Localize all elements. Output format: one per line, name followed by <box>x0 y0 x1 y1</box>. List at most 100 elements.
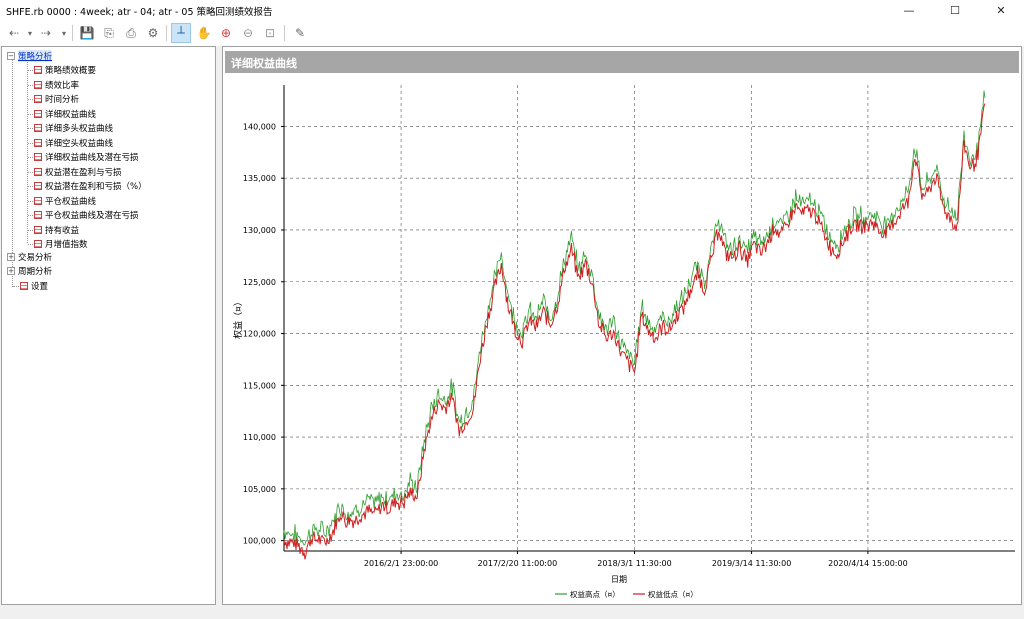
zoom-fit-icon[interactable]: ⊡ <box>264 26 276 40</box>
report-node-icon <box>34 80 42 89</box>
tree-child-item[interactable]: 时间分析 <box>34 92 79 106</box>
report-node-icon <box>34 153 42 161</box>
y-tick-label: 120,000 <box>243 330 276 339</box>
toolbar-separator <box>72 25 73 41</box>
tree-child-label[interactable]: 详细权益曲线及潜在亏损 <box>45 153 139 163</box>
zoom-out-icon[interactable]: ⊖ <box>242 26 254 40</box>
pan-hand-icon[interactable]: ✋ <box>196 26 212 40</box>
tree-child-item[interactable]: 详细权益曲线 <box>34 107 96 121</box>
save-icon[interactable]: 💾 <box>79 26 95 40</box>
tree-node-label[interactable]: 策略分析 <box>18 50 53 62</box>
crosshair-icon[interactable]: ┴ <box>171 23 191 43</box>
expand-icon[interactable]: + <box>7 267 15 275</box>
tree-node-period-analysis[interactable]: + 周期分析 <box>7 264 52 278</box>
export-icon[interactable]: ⎘ <box>104 25 114 40</box>
report-node-icon <box>34 66 42 74</box>
back-dropdown-icon[interactable]: ▾ <box>27 28 32 38</box>
print-icon[interactable]: ⎙ <box>126 25 136 40</box>
y-tick-label: 115,000 <box>243 381 276 390</box>
equity-low-line <box>283 103 986 560</box>
tree-child-label[interactable]: 平仓权益曲线及潜在亏损 <box>45 211 139 221</box>
report-node-icon <box>34 138 42 147</box>
tree-child-item[interactable]: 绩效比率 <box>34 78 79 92</box>
tree-child-label[interactable]: 时间分析 <box>45 95 80 105</box>
tree-child-label[interactable]: 月增值指数 <box>45 240 88 250</box>
tree-child-item[interactable]: 详细空头权益曲线 <box>34 136 113 150</box>
expand-icon[interactable]: + <box>7 253 15 261</box>
tree-guide-line <box>28 128 33 129</box>
report-node-icon <box>34 182 42 190</box>
x-tick-label: 2020/4/14 15:00:00 <box>828 559 908 568</box>
tree-guide-line <box>28 200 33 202</box>
report-node-icon <box>34 225 42 234</box>
tree-guide-line <box>12 60 13 287</box>
tree-child-label[interactable]: 策略绩效概要 <box>45 66 97 76</box>
tree-child-item[interactable]: 策略绩效概要 <box>34 63 96 77</box>
forward-arrow-icon[interactable]: ⇢ <box>40 26 52 40</box>
forward-dropdown-icon[interactable]: ▾ <box>61 28 66 38</box>
close-button[interactable]: ✕ <box>996 3 1006 17</box>
tree-child-label[interactable]: 持有收益 <box>45 225 80 236</box>
tree-guide-line <box>28 99 33 100</box>
y-tick-label: 100,000 <box>243 537 276 546</box>
tree-child-item[interactable]: 平仓权益曲线 <box>34 194 96 208</box>
tree-child-item[interactable]: 平仓权益曲线及潜在亏损 <box>34 208 139 222</box>
tree-child-label[interactable]: 绩效比率 <box>45 80 80 91</box>
legend-high-label: 权益高点（¤） <box>570 589 620 599</box>
tree-guide-line <box>28 113 33 115</box>
y-tick-label: 130,000 <box>243 226 276 235</box>
tree-node-label[interactable]: 交易分析 <box>18 253 53 263</box>
tree-node-label[interactable]: 设置 <box>31 282 49 292</box>
tree-guide-line <box>28 229 33 231</box>
tree-child-item[interactable]: 详细多头权益曲线 <box>34 121 113 135</box>
tree-child-label[interactable]: 权益潜在盈利与亏损 <box>45 167 122 178</box>
y-tick-label: 125,000 <box>243 278 276 287</box>
tree-child-label[interactable]: 详细权益曲线 <box>45 109 97 120</box>
tree-child-item[interactable]: 权益潜在盈利和亏损（%） <box>34 179 147 193</box>
tree-child-item[interactable]: 月增值指数 <box>34 237 88 251</box>
tree-node-trade-analysis[interactable]: + 交易分析 <box>7 250 52 264</box>
tree-child-label[interactable]: 平仓权益曲线 <box>45 196 97 207</box>
collapse-icon[interactable]: − <box>7 52 15 60</box>
tree-guide-line <box>28 142 33 144</box>
tree-guide-line <box>13 286 19 287</box>
pen-icon[interactable]: ✎ <box>294 26 306 40</box>
legend-low-label: 权益低点（¤） <box>648 589 698 599</box>
tree-node-strategy-analysis[interactable]: − 策略分析 <box>7 49 53 63</box>
y-tick-label: 110,000 <box>243 433 276 442</box>
gear-icon[interactable]: ⚙ <box>147 26 159 40</box>
panel-title: 详细权益曲线 <box>231 57 297 70</box>
tree-child-label[interactable]: 权益潜在盈利和亏损（%） <box>45 182 147 192</box>
minimize-button[interactable]: — <box>903 3 915 17</box>
tree-child-item[interactable]: 权益潜在盈利与亏损 <box>34 165 122 179</box>
tree-child-label[interactable]: 详细空头权益曲线 <box>45 138 114 149</box>
tree-child-item[interactable]: 详细权益曲线及潜在亏损 <box>34 150 139 164</box>
tree-guide-line <box>28 84 33 86</box>
tree-node-label[interactable]: 周期分析 <box>18 267 53 277</box>
toolbar: ⇠ ▾ ⇢ ▾ 💾 ⎘ ⎙ ⚙ ┴ ✋ ⊕ ⊖ ⊡ ✎ <box>0 20 1024 46</box>
tree-child-item[interactable]: 持有收益 <box>34 223 79 237</box>
back-arrow-icon[interactable]: ⇠ <box>8 26 20 40</box>
report-node-icon <box>34 95 42 103</box>
tree-node-settings[interactable]: 设置 <box>20 279 48 293</box>
maximize-button[interactable]: ☐ <box>950 3 960 17</box>
report-node-icon <box>34 167 42 176</box>
tree-child-label[interactable]: 详细多头权益曲线 <box>45 124 114 134</box>
toolbar-separator <box>284 25 285 41</box>
x-tick-labels: 2016/2/1 23:00:00 2017/2/20 11:00:00 2018/… <box>364 551 908 568</box>
zoom-in-icon[interactable]: ⊕ <box>220 26 232 40</box>
x-tick-label: 2017/2/20 11:00:00 <box>478 559 557 568</box>
tree-guide-line <box>27 62 28 243</box>
report-node-icon <box>34 211 42 219</box>
x-axis-label: 日期 <box>611 575 627 584</box>
navigation-tree: − 策略分析 策略绩效概要 绩效比率时间分析详细权益曲线详细多头权益曲线 详细空头权… <box>1 46 216 605</box>
equity-high-line <box>283 90 986 546</box>
status-bar <box>0 607 1024 619</box>
equity-chart[interactable]: 100,000 105,000 110,000 115,000 120,000 125,0… <box>223 75 1021 605</box>
x-tick-label: 2016/2/1 23:00:00 <box>364 559 438 568</box>
tree-guide-line <box>28 171 33 173</box>
report-node-icon <box>34 240 42 248</box>
tree-guide-line <box>28 70 33 71</box>
x-tick-label: 2019/3/14 11:30:00 <box>712 559 792 568</box>
settings-node-icon <box>20 282 28 290</box>
